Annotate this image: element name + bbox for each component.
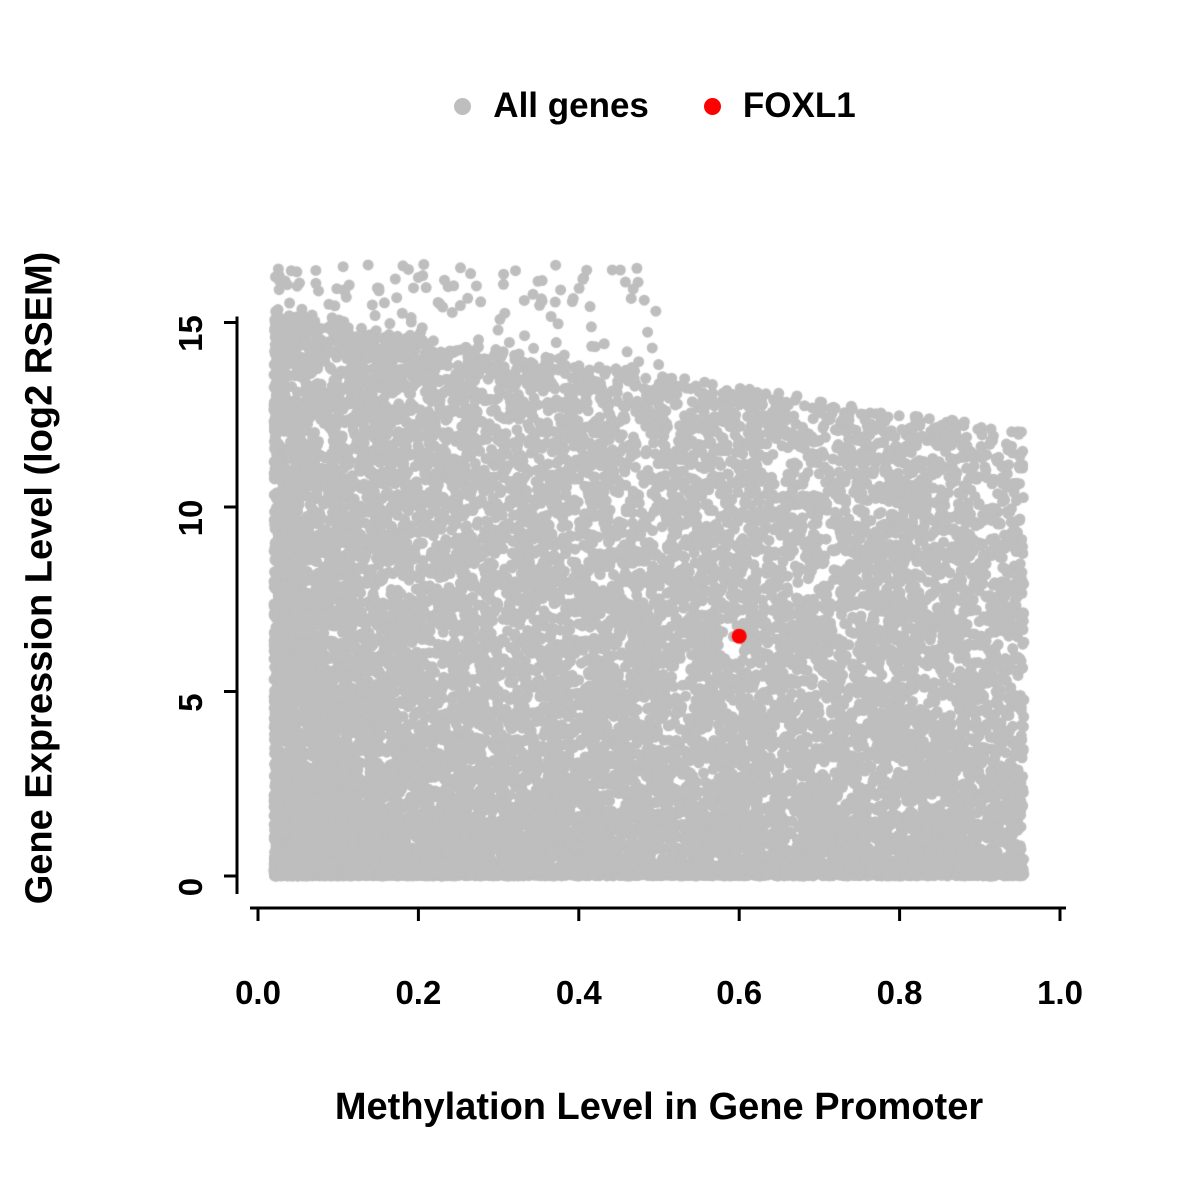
y-tick-label: 0 xyxy=(172,878,209,896)
x-tick-label: 0.6 xyxy=(716,974,762,1011)
x-tick-label: 0.0 xyxy=(235,974,281,1011)
legend-label: All genes xyxy=(493,86,649,125)
x-tick-label: 0.4 xyxy=(556,974,603,1011)
legend-item: FOXL1 xyxy=(703,86,856,126)
legend-item: All genes xyxy=(454,86,649,126)
y-tick-label: 15 xyxy=(172,315,209,352)
legend-marker-icon xyxy=(454,97,472,115)
x-tick-label: 1.0 xyxy=(1037,974,1083,1011)
y-tick-label: 5 xyxy=(172,693,209,711)
legend-label: FOXL1 xyxy=(742,86,856,125)
x-axis-label: Methylation Level in Gene Promoter xyxy=(334,1086,984,1128)
legend: All genes FOXL1 xyxy=(0,86,1200,126)
y-tick-label: 10 xyxy=(172,500,209,537)
x-tick-label: 0.2 xyxy=(395,974,441,1011)
x-tick-label: 0.8 xyxy=(877,974,923,1011)
y-axis-label: Gene Expression Level (log2 RSEM) xyxy=(18,251,61,905)
legend-marker-icon xyxy=(703,97,721,115)
